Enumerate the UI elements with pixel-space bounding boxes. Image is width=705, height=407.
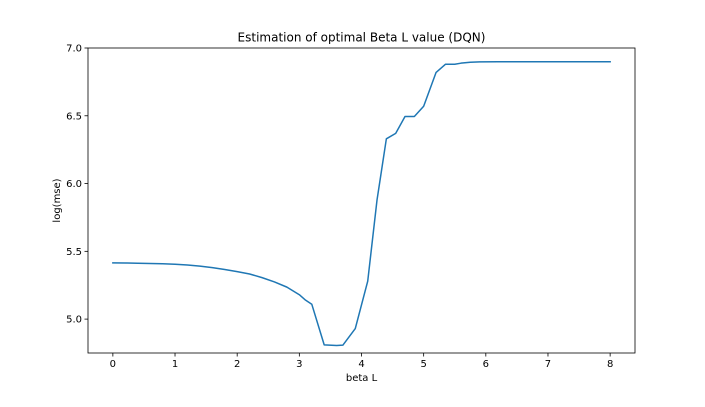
y-tick-label: 6.0 bbox=[66, 179, 82, 190]
x-tick-label: 0 bbox=[110, 359, 116, 370]
y-tick-label: 6.5 bbox=[66, 111, 82, 122]
x-axis: 0 1 2 3 4 5 6 7 8 bbox=[110, 353, 613, 370]
y-tick-label: 5.0 bbox=[66, 315, 82, 326]
x-tick-label: 6 bbox=[483, 359, 489, 370]
plot-area bbox=[87, 47, 636, 354]
x-tick-label: 8 bbox=[607, 359, 613, 370]
y-axis-label: log(mse) bbox=[52, 178, 63, 222]
x-axis-label: beta L bbox=[346, 373, 378, 384]
series-line-0 bbox=[112, 60, 611, 347]
x-tick-label: 7 bbox=[545, 359, 551, 370]
y-tick-label: 5.5 bbox=[66, 247, 82, 258]
x-tick-label: 4 bbox=[358, 359, 364, 370]
x-tick-label: 1 bbox=[172, 359, 178, 370]
x-tick-label: 2 bbox=[234, 359, 240, 370]
y-tick-label: 7.0 bbox=[66, 44, 82, 55]
y-axis: 5.0 5.5 6.0 6.5 7.0 bbox=[66, 44, 88, 326]
chart-title: Estimation of optimal Beta L value (DQN) bbox=[238, 31, 486, 45]
x-tick-label: 3 bbox=[296, 359, 302, 370]
x-tick-label: 5 bbox=[420, 359, 426, 370]
